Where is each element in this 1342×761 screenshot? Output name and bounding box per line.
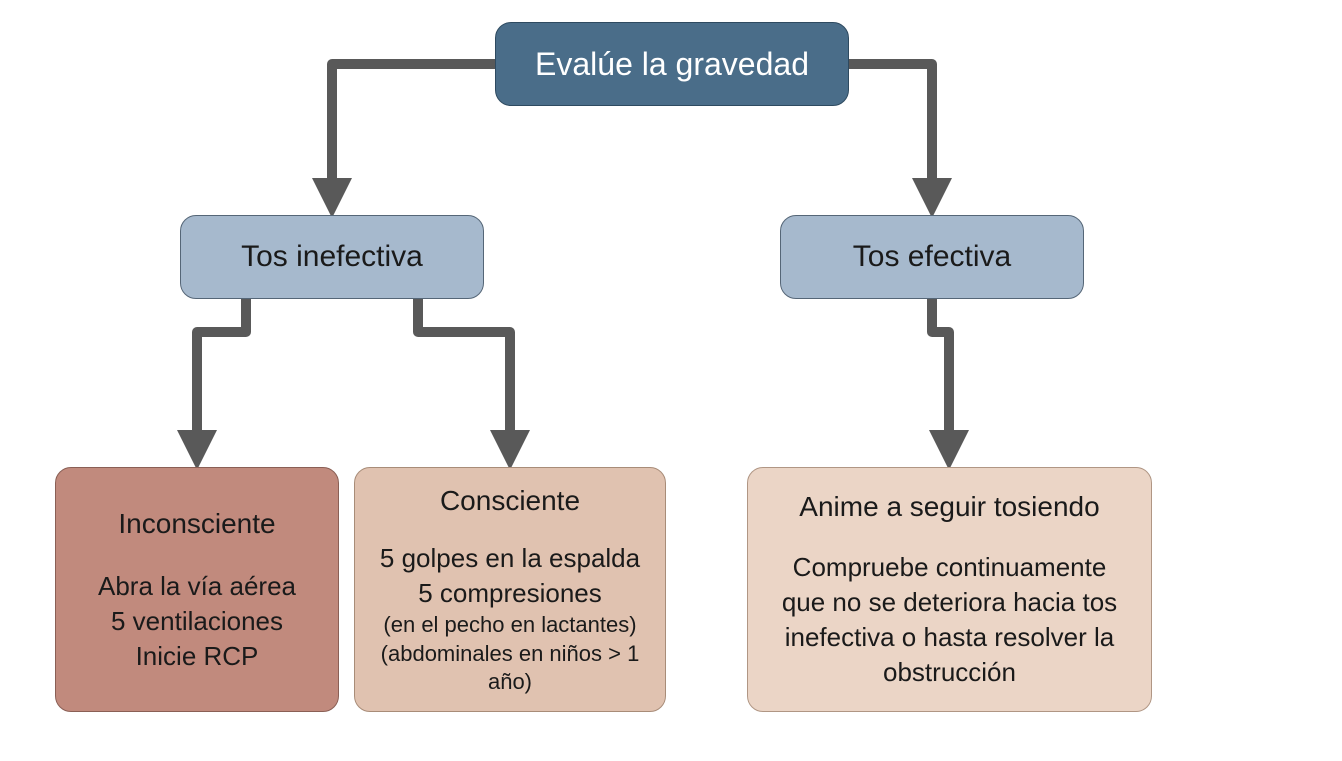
node-root: Evalúe la gravedad <box>495 22 849 106</box>
node-consciente-small-1: (abdominales en niños > 1 año) <box>363 640 657 697</box>
edge-leftmid-conscious <box>418 299 510 450</box>
node-inconsciente-line-0: Abra la vía aérea <box>98 569 296 604</box>
node-inconsciente-line-1: 5 ventilaciones <box>111 604 283 639</box>
node-inconsciente-title: Inconsciente <box>118 505 275 543</box>
node-tos-inefectiva-label: Tos inefectiva <box>241 240 423 274</box>
node-consciente-line-1: 5 compresiones <box>418 576 602 611</box>
node-inconsciente: Inconsciente Abra la vía aérea 5 ventila… <box>55 467 339 712</box>
node-efectiva-leaf-title: Anime a seguir tosiendo <box>799 488 1099 526</box>
edge-leftmid-unconscious <box>197 299 246 450</box>
node-consciente-line-0: 5 golpes en la espalda <box>380 541 640 576</box>
node-efectiva-leaf: Anime a seguir tosiendo Compruebe contin… <box>747 467 1152 712</box>
node-tos-efectiva-label: Tos efectiva <box>853 240 1011 274</box>
node-consciente: Consciente 5 golpes en la espalda 5 comp… <box>354 467 666 712</box>
node-tos-inefectiva: Tos inefectiva <box>180 215 484 299</box>
node-tos-efectiva: Tos efectiva <box>780 215 1084 299</box>
edge-rightmid-effective <box>932 299 949 450</box>
node-consciente-title: Consciente <box>440 482 580 520</box>
node-efectiva-leaf-body: Compruebe continuamente que no se deteri… <box>768 550 1131 690</box>
node-root-label: Evalúe la gravedad <box>535 46 809 83</box>
node-inconsciente-line-2: Inicie RCP <box>136 639 259 674</box>
node-consciente-small-0: (en el pecho en lactantes) <box>383 611 636 640</box>
